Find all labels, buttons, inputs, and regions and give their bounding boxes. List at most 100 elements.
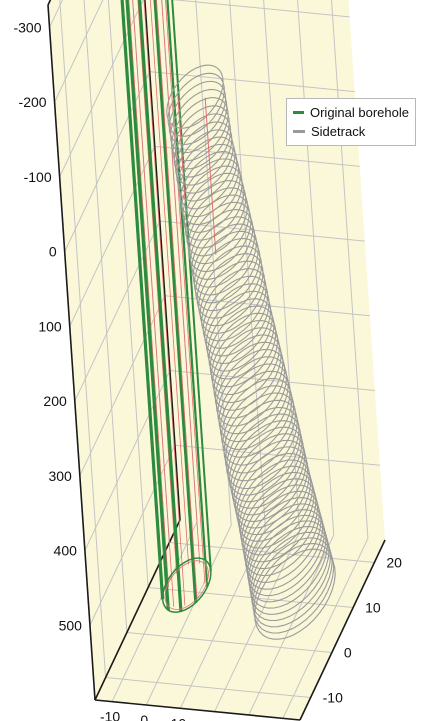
z-tick-label--300: -300 [13,19,41,35]
sidetrack-ring [218,363,289,443]
sidetrack-ring [191,216,256,288]
grid-floor-x-40 [282,538,369,719]
z-tick-label--100: -100 [24,169,52,185]
original-caliper-bottom-ring [164,560,209,610]
legend-swatch-original [293,111,304,114]
x-tick-label-0: 0 [140,712,148,721]
sidetrack-ring [174,121,233,186]
sidetrack-ring [227,413,301,496]
original-caliper-line [132,0,175,607]
sidetrack-ring [222,385,295,466]
z-tick-label-400: 400 [54,543,78,559]
sidetrack-caliper-line [177,94,186,200]
grid-floor-y-10 [148,587,354,608]
y-tick-label-10: 10 [365,600,381,616]
sidetrack-ring [196,245,263,319]
sidetrack-ring [166,64,224,129]
sidetrack-ring [205,290,272,364]
z-tick-label-200: 200 [43,393,67,409]
legend-label-sidetrack: Sidetrack [311,124,366,139]
original-caliper-line [156,0,198,597]
sidetrack-ring [248,514,327,603]
sidetrack-ring [219,370,291,450]
sidetrack-ring [169,88,228,154]
y-axis-line [299,539,386,721]
sidetrack-ring [230,426,304,509]
sidetrack-ring [195,238,261,312]
sidetrack-ring [202,275,269,349]
original-borehole-stripe [153,0,198,603]
sidetrack-ring [187,194,250,265]
sidetrack-ring [199,260,266,334]
sidetrack-caliper-line [204,97,217,255]
tick-labels: -300-200-1000100200300400500-10010203040… [13,19,402,721]
sidetrack-ring [193,230,259,304]
sidetrack-ring [224,399,298,482]
original-borehole-bottom-ring [161,557,212,613]
sidetrack-ring [242,484,319,570]
sidetrack-ring [252,537,333,628]
sidetrack-ring [249,520,328,609]
grid-floor-y-0 [126,632,332,653]
sidetrack-ring [167,72,225,137]
sidetrack-ring [228,420,303,503]
original-borehole-stripe [125,0,170,611]
sidetrack-ring [173,113,232,178]
legend-label-original: Original borehole [309,105,409,120]
z-tick-label-0: 0 [49,244,57,260]
y-tick-label-20: 20 [386,555,402,571]
grid-side-z--200 [54,0,104,103]
sidetrack-ring [244,497,322,583]
sidetrack-ring [220,377,293,458]
sidetrack-ring [253,543,335,634]
original-borehole-stripe [166,0,207,561]
x-axis-line [94,699,301,721]
sidetrack-ring [188,201,252,272]
original-caliper-line [143,0,186,606]
sidetrack-ring [207,298,273,372]
sidetrack-ring [172,105,230,170]
sidetrack-ring [176,129,234,194]
sidetrack-ring [243,490,320,577]
sidetrack-ring [254,548,336,640]
series-original-borehole [120,0,212,613]
sidetrack-ring [190,209,254,280]
legend-item-sidetrack: Sidetrack [293,122,409,141]
x-tick-label--10: -10 [100,709,120,721]
sidetrack-ring [250,526,330,615]
sidetrack-ring [239,471,315,556]
sidetrack-ring [247,509,325,597]
sidetrack-ring [245,503,324,590]
sidetrack-ring [210,320,279,396]
grid-back-z-100 [154,145,360,167]
sidetrack-ring [226,406,300,490]
original-borehole-stripe [137,0,183,612]
y-tick-label--10: -10 [323,690,343,706]
sidetrack-ring [184,180,247,249]
sidetrack-ring [171,97,229,162]
original-caliper-line [165,0,206,584]
grid-floor-x-30 [248,534,335,716]
z-axis-line [47,4,96,701]
original-caliper-line [149,0,189,565]
x-tick-label-10: 10 [171,715,187,721]
sidetrack-ring [251,531,332,622]
sidetrack-ring [234,446,309,529]
grid-floor-x-10 [179,528,266,709]
sidetrack-ring [201,268,267,342]
z-tick-label-100: 100 [38,318,62,334]
sidetrack-ring [236,452,310,536]
grid-back-x-0 [195,0,232,526]
sidetrack-ring [204,283,270,357]
side-pane [48,0,180,700]
sidetrack-ring [168,80,227,145]
sidetrack-ring [217,356,288,435]
sidetrack-ring [231,433,306,516]
sidetrack-ring [241,478,317,563]
x-tick-label-20: 20 [205,719,221,721]
series-sidetrack [166,64,336,640]
original-caliper-line [161,0,201,564]
grid-back-x-40 [331,0,369,539]
grid-floor-x-20 [214,531,301,712]
grid-back-z--100 [171,0,350,18]
